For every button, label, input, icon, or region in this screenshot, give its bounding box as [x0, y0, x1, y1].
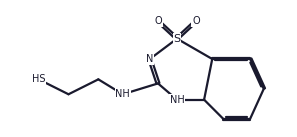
- Text: NH: NH: [115, 89, 130, 99]
- Text: NH: NH: [170, 95, 184, 105]
- Text: N: N: [146, 54, 154, 64]
- Text: S: S: [173, 34, 181, 44]
- Text: O: O: [192, 16, 200, 26]
- Text: HS: HS: [32, 74, 45, 84]
- Text: O: O: [154, 16, 162, 26]
